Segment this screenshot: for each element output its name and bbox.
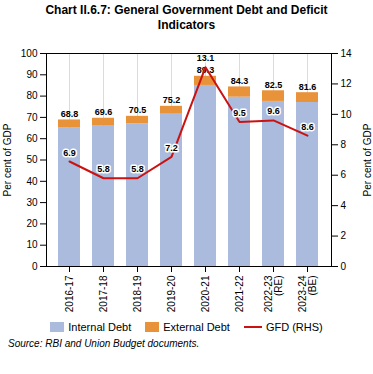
svg-text:2020-21: 2020-21 — [200, 275, 211, 312]
svg-text:30: 30 — [26, 197, 38, 208]
svg-text:2019-20: 2019-20 — [166, 275, 177, 312]
svg-text:50: 50 — [26, 154, 38, 165]
svg-text:40: 40 — [26, 176, 38, 187]
svg-text:100: 100 — [21, 48, 38, 59]
html-text:GFD (RHS): GFD (RHS) — [265, 321, 323, 333]
svg-text:0: 0 — [341, 261, 347, 272]
html-text:External Debt: External Debt — [163, 321, 230, 333]
svg-text:6.9: 6.9 — [63, 148, 76, 158]
svg-text:7.2: 7.2 — [165, 143, 178, 153]
html-text:Internal Debt: Internal Debt — [68, 321, 132, 333]
svg-text:2022-23(RE): 2022-23(RE) — [263, 275, 284, 312]
svg-text:5.8: 5.8 — [131, 164, 144, 174]
svg-text:2: 2 — [341, 230, 347, 241]
svg-text:70.5: 70.5 — [129, 105, 147, 115]
svg-text:9.5: 9.5 — [233, 108, 246, 118]
svg-text:10: 10 — [26, 239, 38, 250]
svg-text:90: 90 — [26, 69, 38, 80]
svg-text:84.3: 84.3 — [231, 76, 249, 86]
svg-text:89.3: 89.3 — [196, 65, 215, 76]
svg-text:60: 60 — [26, 133, 38, 144]
html-text:Chart II.6.7: General Governme: Chart II.6.7: General Government Debt an… — [45, 3, 328, 32]
svg-text:69.6: 69.6 — [95, 107, 113, 117]
svg-text:14: 14 — [341, 48, 353, 59]
svg-text:68.8: 68.8 — [61, 109, 79, 119]
svg-text:2016-17: 2016-17 — [64, 275, 75, 312]
svg-text:6: 6 — [341, 169, 347, 180]
svg-text:81.6: 81.6 — [299, 82, 317, 92]
svg-text:8.6: 8.6 — [301, 122, 314, 132]
svg-text:80: 80 — [26, 90, 38, 101]
html-text:Source: RBI and Union Budget d: Source: RBI and Union Budget documents. — [8, 338, 200, 349]
svg-text:13.1: 13.1 — [197, 53, 215, 63]
svg-text:Per cent of GDP: Per cent of GDP — [362, 123, 373, 196]
svg-text:8: 8 — [341, 139, 347, 150]
svg-text:5.8: 5.8 — [97, 164, 110, 174]
svg-text:2017-18: 2017-18 — [98, 275, 109, 312]
svg-text:10: 10 — [341, 109, 353, 120]
svg-text:12: 12 — [341, 78, 353, 89]
svg-text:2023-24(BE): 2023-24(BE) — [297, 275, 318, 312]
svg-text:20: 20 — [26, 218, 38, 229]
svg-text:2018-19: 2018-19 — [132, 275, 143, 312]
svg-text:Per cent of GDP: Per cent of GDP — [2, 123, 13, 196]
svg-text:75.2: 75.2 — [163, 95, 181, 105]
svg-text:82.5: 82.5 — [265, 80, 283, 90]
svg-text:0: 0 — [32, 261, 38, 272]
svg-text:4: 4 — [341, 200, 347, 211]
svg-text:70: 70 — [26, 112, 38, 123]
svg-text:9.6: 9.6 — [267, 106, 280, 116]
svg-text:2021-22: 2021-22 — [234, 275, 245, 312]
